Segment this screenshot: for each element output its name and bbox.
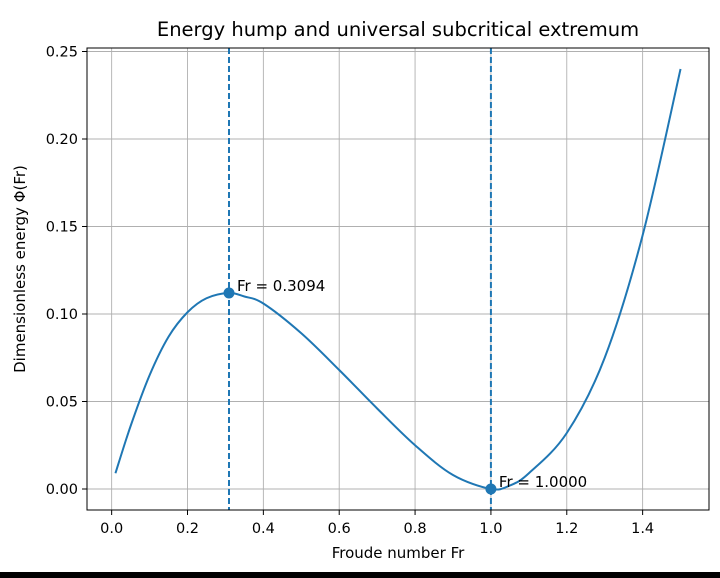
x-tick-label: 0.2: [176, 521, 199, 537]
x-tick-label: 1.4: [631, 521, 654, 537]
y-tick-label: 0.15: [46, 220, 78, 236]
x-tick-label: 1.0: [479, 521, 502, 537]
reference-lines: [227, 48, 492, 510]
y-tick-label: 0.00: [46, 482, 78, 498]
x-tick-label: 1.2: [555, 521, 578, 537]
axes-frame: [86, 47, 710, 511]
y-tick-label: 0.05: [46, 395, 78, 411]
extremum-marker: [485, 483, 497, 495]
y-tick-label: 0.25: [46, 45, 78, 61]
extremum-marker: [223, 287, 235, 299]
x-axis: 0.0 0.2 0.4 0.6 0.8 1.0 1.2 1.4: [100, 510, 654, 537]
marker-layer: Fr = 0.3094 Fr = 1.0000: [223, 277, 587, 495]
y-axis: 0.00 0.05 0.10 0.15 0.20 0.25: [46, 45, 87, 498]
y-axis-label: Dimensionless energy Φ(Fr): [11, 165, 29, 373]
y-tick-label: 0.20: [46, 132, 78, 148]
y-tick-label: 0.10: [46, 307, 78, 323]
x-tick-label: 0.4: [252, 521, 275, 537]
chart-title: Energy hump and universal subcritical ex…: [157, 18, 639, 41]
series-layer: [114, 68, 682, 491]
extremum-annotation: Fr = 1.0000: [499, 473, 587, 491]
extremum-annotation: Fr = 0.3094: [237, 277, 325, 295]
grid: [87, 48, 709, 510]
x-axis-label: Froude number Fr: [332, 544, 465, 562]
x-tick-label: 0.0: [100, 521, 123, 537]
x-tick-label: 0.8: [404, 521, 427, 537]
x-tick-label: 0.6: [328, 521, 351, 537]
series-line: [114, 68, 682, 491]
